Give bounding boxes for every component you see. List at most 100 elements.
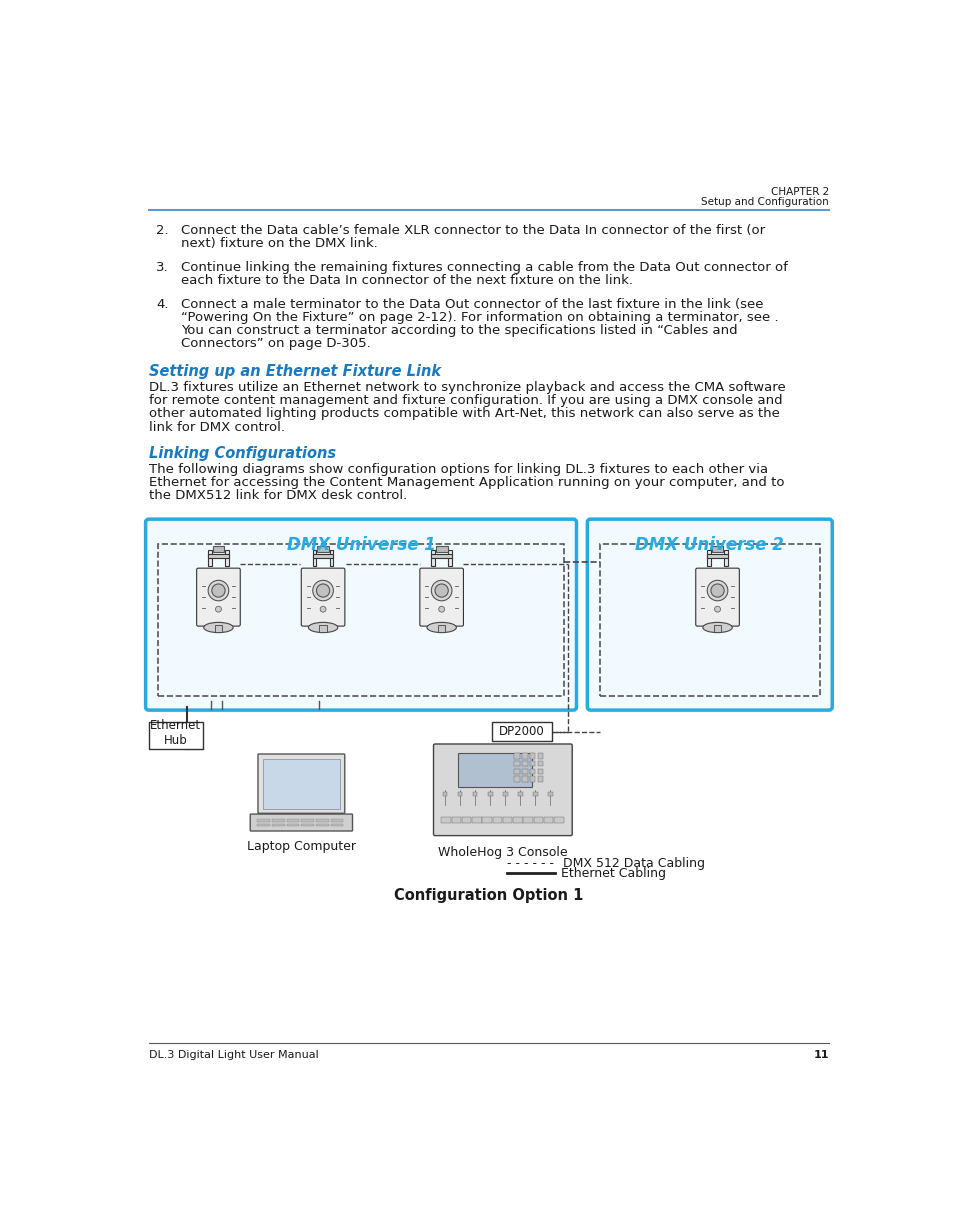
Text: “Powering On the Fixture” on page 2-12). For information on obtaining a terminat: “Powering On the Fixture” on page 2-12).… xyxy=(181,312,778,324)
Bar xyxy=(713,625,720,632)
Text: 4.: 4. xyxy=(156,298,169,312)
Bar xyxy=(530,768,535,774)
Circle shape xyxy=(212,584,225,598)
Bar xyxy=(514,777,519,782)
FancyBboxPatch shape xyxy=(419,568,463,626)
Bar xyxy=(517,793,522,796)
Text: Linking Configurations: Linking Configurations xyxy=(149,445,335,461)
Bar xyxy=(711,546,722,552)
Bar xyxy=(530,761,535,767)
Bar xyxy=(149,723,203,748)
Bar xyxy=(208,550,212,566)
FancyBboxPatch shape xyxy=(146,519,576,710)
Bar xyxy=(523,817,533,823)
Bar xyxy=(208,555,229,558)
Text: Ethernet Cabling: Ethernet Cabling xyxy=(557,867,665,880)
Text: Laptop Computer: Laptop Computer xyxy=(247,840,355,853)
Bar xyxy=(533,817,542,823)
Text: each fixture to the Data In connector of the next fixture on the link.: each fixture to the Data In connector of… xyxy=(181,275,633,287)
Ellipse shape xyxy=(204,622,233,633)
Text: link for DMX control.: link for DMX control. xyxy=(149,421,284,433)
Circle shape xyxy=(438,606,444,612)
Bar xyxy=(431,555,452,558)
Bar xyxy=(316,546,329,552)
FancyBboxPatch shape xyxy=(433,744,572,836)
Bar xyxy=(554,817,563,823)
Bar xyxy=(441,817,450,823)
Bar xyxy=(213,546,224,552)
FancyBboxPatch shape xyxy=(301,568,345,626)
Bar xyxy=(431,550,435,566)
Bar xyxy=(330,550,333,566)
Circle shape xyxy=(710,584,723,598)
Bar xyxy=(492,817,501,823)
Bar xyxy=(331,820,343,822)
Bar xyxy=(513,817,522,823)
Bar xyxy=(537,777,542,782)
Bar xyxy=(315,820,329,822)
Text: Configuration Option 1: Configuration Option 1 xyxy=(394,888,583,903)
Bar xyxy=(543,817,553,823)
Bar xyxy=(537,761,542,767)
Bar xyxy=(315,825,329,826)
Ellipse shape xyxy=(702,622,732,633)
Bar xyxy=(521,753,527,758)
Bar xyxy=(257,820,270,822)
Bar xyxy=(599,544,819,696)
Bar xyxy=(313,550,316,566)
Bar xyxy=(457,753,532,787)
Ellipse shape xyxy=(308,622,337,633)
Bar xyxy=(521,761,527,767)
Text: DMX Universe 2: DMX Universe 2 xyxy=(635,536,783,555)
Bar xyxy=(313,555,333,558)
Bar xyxy=(437,625,445,632)
Text: Connectors” on page D-305.: Connectors” on page D-305. xyxy=(181,337,371,351)
Bar xyxy=(533,793,537,796)
Bar xyxy=(262,758,340,809)
Bar xyxy=(723,550,727,566)
Circle shape xyxy=(208,580,229,601)
Bar xyxy=(436,546,447,552)
Text: other automated lighting products compatible with Art-Net, this network can also: other automated lighting products compat… xyxy=(149,407,779,421)
Text: DMX Universe 1: DMX Universe 1 xyxy=(286,536,435,555)
Text: Ethernet
Hub: Ethernet Hub xyxy=(151,719,201,747)
Text: - - - - - -: - - - - - - xyxy=(506,858,553,870)
Bar xyxy=(286,820,299,822)
Text: the DMX512 link for DMX desk control.: the DMX512 link for DMX desk control. xyxy=(149,490,407,502)
Bar xyxy=(214,625,222,632)
Text: for remote content management and fixture configuration. If you are using a DMX : for remote content management and fixtur… xyxy=(149,394,781,407)
Circle shape xyxy=(714,606,720,612)
Bar xyxy=(158,544,563,696)
Text: You can construct a terminator according to the specifications listed in “Cables: You can construct a terminator according… xyxy=(181,324,737,337)
Text: The following diagrams show configuration options for linking DL.3 fixtures to e: The following diagrams show configuratio… xyxy=(149,463,767,476)
Text: Setup and Configuration: Setup and Configuration xyxy=(700,198,828,207)
Bar xyxy=(448,550,452,566)
Bar xyxy=(331,825,343,826)
Bar xyxy=(514,761,519,767)
Bar xyxy=(530,753,535,758)
Text: Setting up an Ethernet Fixture Link: Setting up an Ethernet Fixture Link xyxy=(149,364,440,379)
Text: Continue linking the remaining fixtures connecting a cable from the Data Out con: Continue linking the remaining fixtures … xyxy=(181,261,787,274)
Ellipse shape xyxy=(427,622,456,633)
Bar xyxy=(272,825,284,826)
Text: 2.: 2. xyxy=(156,225,169,237)
Bar xyxy=(492,723,552,741)
Text: DL.3 fixtures utilize an Ethernet network to synchronize playback and access the: DL.3 fixtures utilize an Ethernet networ… xyxy=(149,382,784,394)
Circle shape xyxy=(435,584,448,598)
Bar xyxy=(473,793,477,796)
Text: Connect the Data cable’s female XLR connector to the Data In connector of the fi: Connect the Data cable’s female XLR conn… xyxy=(181,225,764,237)
Text: DL.3 Digital Light User Manual: DL.3 Digital Light User Manual xyxy=(149,1050,318,1060)
Bar xyxy=(521,777,527,782)
Bar xyxy=(514,753,519,758)
Bar xyxy=(257,825,270,826)
Bar xyxy=(272,820,284,822)
Bar xyxy=(706,550,710,566)
Bar xyxy=(547,793,552,796)
Circle shape xyxy=(313,580,333,601)
Circle shape xyxy=(431,580,452,601)
Circle shape xyxy=(215,606,221,612)
Bar xyxy=(319,625,327,632)
Bar xyxy=(451,817,460,823)
Bar xyxy=(537,753,542,758)
Text: 11: 11 xyxy=(813,1050,828,1060)
